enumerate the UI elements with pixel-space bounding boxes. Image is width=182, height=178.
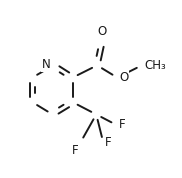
Text: O: O	[119, 71, 128, 84]
Text: F: F	[72, 144, 78, 157]
Text: F: F	[118, 118, 125, 131]
Text: O: O	[98, 25, 107, 38]
Text: CH₃: CH₃	[145, 59, 166, 72]
Text: F: F	[105, 136, 112, 149]
Text: N: N	[42, 58, 51, 71]
